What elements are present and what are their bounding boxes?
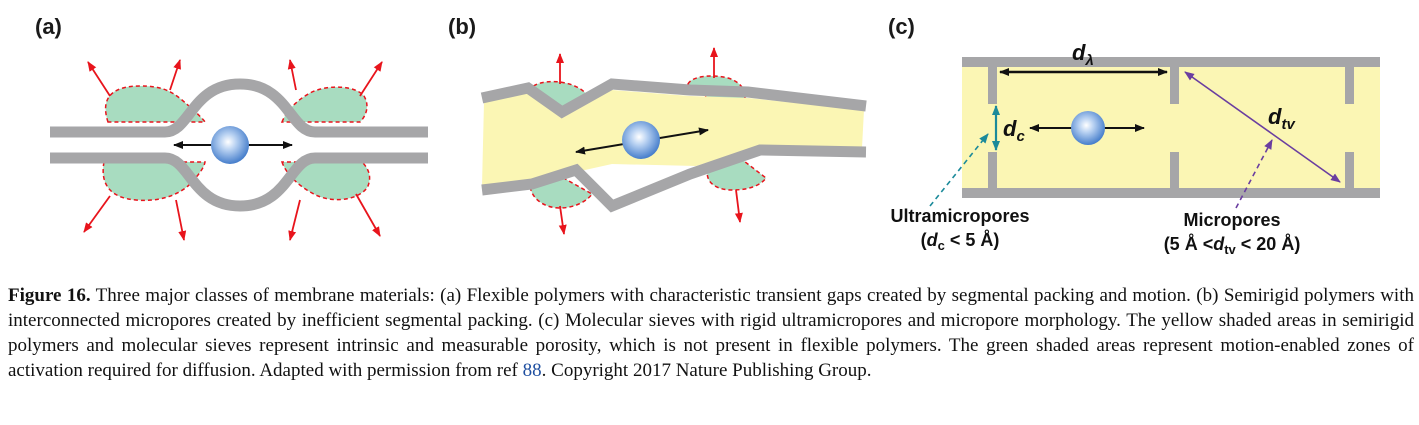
polymer-chain-b-bottom — [481, 144, 867, 213]
green-zone-top-right — [280, 86, 368, 123]
gas-molecule-c — [1071, 111, 1105, 145]
figure-caption-copyright: . Copyright 2017 Nature Publishing Group… — [541, 360, 872, 381]
panel-b-label: (b) — [448, 14, 476, 39]
sieve-wall-bottom — [962, 188, 1380, 198]
figure-caption-label: Figure 16. — [8, 285, 91, 306]
green-zone-bottom-right — [280, 161, 371, 201]
panel-b: (b) — [448, 14, 867, 235]
green-zone-top-left — [104, 85, 207, 123]
ultramicropores-condition: (dc < 5 Å) — [921, 230, 1000, 253]
micropore-pointer — [1235, 139, 1273, 209]
sieve-tooth — [988, 152, 997, 190]
red-arrow — [288, 199, 301, 241]
reference-link-88[interactable]: 88 — [522, 360, 542, 381]
red-arrow — [558, 205, 567, 235]
figure-caption-text: Three major classes of membrane material… — [8, 285, 1414, 381]
red-arrow — [169, 59, 181, 91]
red-arrow — [287, 59, 297, 91]
sieve-tooth — [1170, 64, 1179, 104]
red-arrow — [83, 195, 111, 233]
d-tv-label: dtv — [1268, 104, 1296, 133]
sieve-wall-top — [962, 57, 1380, 67]
gas-molecule-a — [211, 126, 249, 164]
red-arrow — [175, 199, 187, 241]
figure-16-diagram: (a) (b) — [35, 14, 1380, 257]
sieve-tooth — [988, 64, 997, 104]
ultramicropore-pointer — [929, 133, 989, 207]
sieve-tooth — [1345, 64, 1354, 104]
gas-molecule-b — [622, 121, 660, 159]
d-c-label: dc — [1003, 116, 1025, 145]
micropores-condition: (5 Å <dtv < 20 Å) — [1164, 234, 1301, 257]
polymer-chain-bottom — [50, 152, 428, 212]
panel-c-label: (c) — [888, 14, 915, 39]
panel-c: (c) dλ dc dtv Ultramicropores (dc < 5 Å) — [888, 14, 1380, 257]
red-arrow — [355, 193, 381, 237]
polymer-chain-top — [50, 78, 428, 138]
panel-a-label: (a) — [35, 14, 62, 39]
red-arrow — [359, 61, 383, 97]
sieve-tooth — [1170, 152, 1179, 190]
sieve-tooth — [1345, 152, 1354, 190]
panel-a: (a) — [35, 14, 428, 241]
ultramicropores-title: Ultramicropores — [890, 206, 1029, 226]
figure-caption: Figure 16. Three major classes of membra… — [8, 283, 1414, 383]
red-arrow — [734, 189, 743, 223]
polymer-chain-b-top — [480, 78, 867, 119]
red-arrow — [87, 61, 111, 97]
d-tv-arrow — [1184, 71, 1341, 183]
micropores-title: Micropores — [1183, 210, 1280, 230]
d-lambda-label: dλ — [1072, 40, 1094, 69]
